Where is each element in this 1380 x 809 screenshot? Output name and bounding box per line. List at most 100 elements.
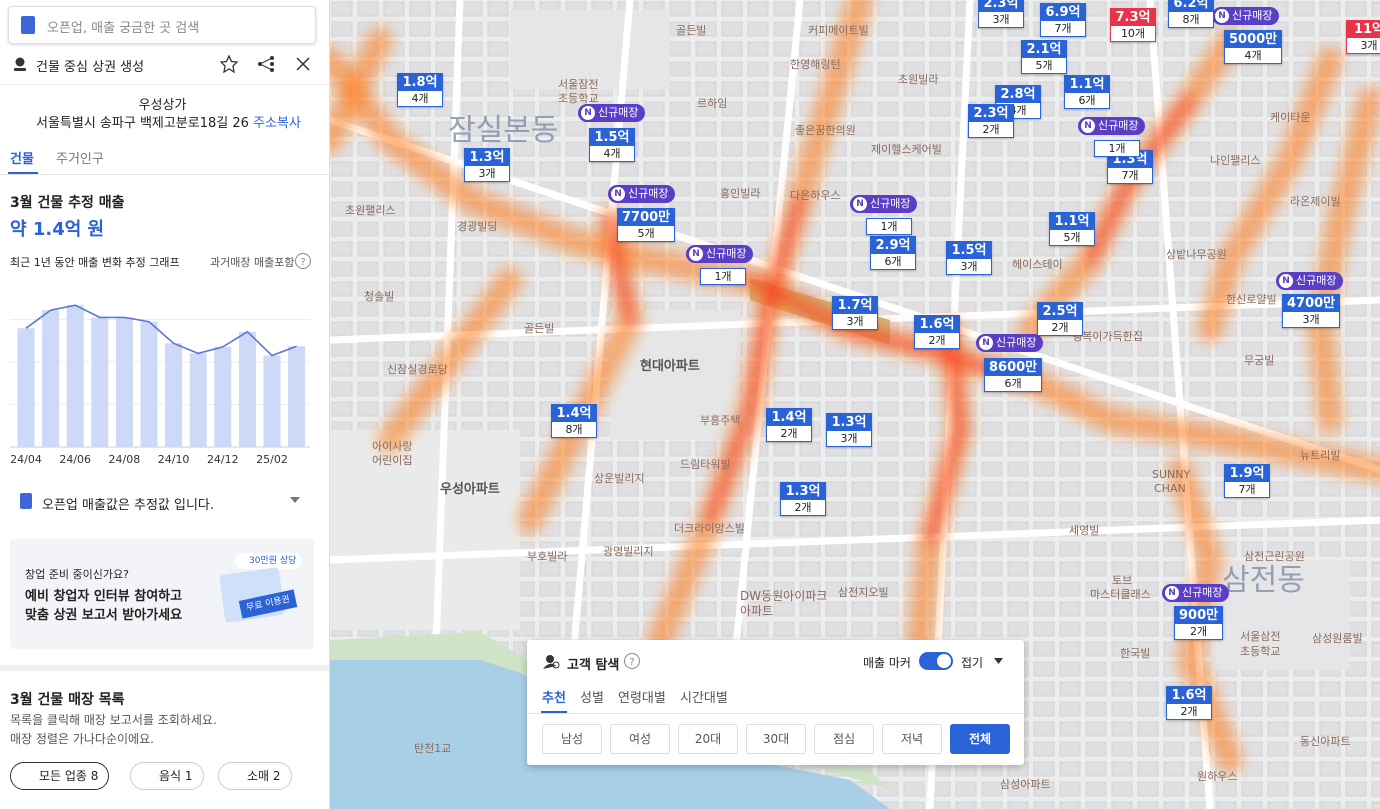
copy-address[interactable]: 주소복사 bbox=[253, 116, 301, 131]
search-box[interactable]: 오픈업, 매출 궁금한 곳 검색 bbox=[8, 6, 316, 44]
marker-amount: 2.1억 bbox=[1022, 41, 1066, 58]
sales-marker[interactable]: 2.3억 3개 bbox=[978, 0, 1024, 28]
sales-chart: 24/04 24/06 24/08 24/10 24/12 25/02 bbox=[10, 304, 310, 466]
sales-marker[interactable]: 5000만 4개 bbox=[1224, 30, 1283, 64]
marker-amount: 1.1억 bbox=[1065, 76, 1109, 93]
sales-marker[interactable]: 6.9억 7개 bbox=[1040, 3, 1086, 37]
place-label: 드림타워빌 bbox=[680, 458, 731, 471]
sales-marker[interactable]: 8600만 6개 bbox=[984, 358, 1043, 392]
sales-marker[interactable]: 7700만 5개 bbox=[617, 208, 676, 242]
graph-title: 최근 1년 동안 매출 변화 추정 그래프 bbox=[10, 256, 180, 269]
sales-marker[interactable]: 1.3억 3개 bbox=[464, 148, 510, 182]
category-chip[interactable]: 음식 1 bbox=[130, 762, 204, 790]
sales-marker[interactable]: 1.4억 8개 bbox=[551, 404, 597, 438]
promo-banner[interactable]: 창업 준비 중이신가요? 예비 창업자 인터뷰 참여하고 맞춤 상권 보고서 받… bbox=[10, 539, 314, 649]
filter-button[interactable]: 저녁 bbox=[882, 724, 942, 754]
filter-button[interactable]: 20대 bbox=[678, 724, 738, 754]
marker-count: 3개 bbox=[1302, 313, 1320, 326]
panel-tab[interactable]: 추천 bbox=[542, 691, 566, 706]
place-label: 부흥주택 bbox=[700, 414, 741, 427]
help-icon[interactable]: ? bbox=[624, 653, 642, 671]
sales-marker[interactable]: 7.3억 10개 bbox=[1110, 8, 1156, 42]
sales-marker[interactable]: 1.5억 3개 bbox=[946, 241, 992, 275]
sales-marker[interactable]: 2.9억 6개 bbox=[870, 236, 916, 270]
sales-marker[interactable]: 1.9억 7개 bbox=[1224, 464, 1270, 498]
svg-text:?: ? bbox=[629, 657, 634, 668]
sales-marker[interactable]: 1.3억 3개 bbox=[826, 413, 872, 447]
bar bbox=[140, 321, 158, 447]
help-icon[interactable]: ? bbox=[295, 253, 313, 271]
collapse-icon bbox=[994, 658, 1003, 664]
address: 서울특별시 송파구 백제고분로18길 26 주소복사 bbox=[36, 112, 301, 131]
sales-marker[interactable]: 1.3억 2개 bbox=[780, 482, 826, 516]
sales-marker[interactable]: 1.1억 6개 bbox=[1064, 75, 1110, 109]
x-tick-label: 24/06 bbox=[59, 453, 91, 466]
marker-amount: 1.6억 bbox=[915, 316, 959, 333]
panel-tab[interactable]: 시간대별 bbox=[680, 691, 728, 706]
filter-button[interactable]: 여성 bbox=[610, 724, 670, 754]
place-label: 홍인빌라 bbox=[720, 187, 761, 200]
sales-marker[interactable]: 2.3억 2개 bbox=[968, 104, 1014, 138]
place-label: 초등학교 bbox=[558, 92, 599, 105]
banner-line1: 예비 창업자 인터뷰 참여하고 bbox=[25, 589, 183, 604]
filter-button[interactable]: 30대 bbox=[746, 724, 806, 754]
sales-marker[interactable]: 2.5억 2개 bbox=[1037, 302, 1083, 336]
sales-marker[interactable]: 1.7억 3개 bbox=[832, 296, 878, 330]
place-label: 토브 bbox=[1112, 574, 1133, 587]
panel-title: 고객 탐색 bbox=[567, 658, 620, 673]
marker-count: 8개 bbox=[565, 423, 583, 436]
collapse-button[interactable]: 접기 bbox=[961, 656, 984, 670]
sales-marker[interactable]: 1.5억 4개 bbox=[589, 128, 635, 162]
marker-count: 4개 bbox=[1244, 49, 1262, 62]
sales-marker[interactable]: 4700만 3개 bbox=[1282, 294, 1341, 328]
marker-amount: 1.5억 bbox=[590, 129, 634, 146]
tab-building[interactable]: 건물 bbox=[10, 152, 34, 167]
marker-amount: 7700만 bbox=[618, 209, 675, 226]
map[interactable]: 잠실본동 삼전동 현대아파트 우성아파트 DW동원아이파크 아파트 서울잠전 초등학교 초원빌라… bbox=[330, 0, 1380, 809]
graph-option[interactable]: 과거매장 매출포함 bbox=[210, 256, 295, 269]
marker-count: 1개 bbox=[1108, 142, 1126, 155]
marker-count: 1개 bbox=[880, 220, 898, 233]
filter-button[interactable]: 점심 bbox=[814, 724, 874, 754]
banner-line2: 맞춤 상권 보고서 받아가세요 bbox=[25, 608, 183, 623]
sales-marker[interactable]: 1.1억 5개 bbox=[1049, 212, 1095, 246]
toolbar-icons[interactable] bbox=[220, 55, 320, 73]
sales-marker[interactable]: 1.6억 2개 bbox=[914, 315, 960, 349]
bar bbox=[189, 353, 207, 447]
sales-marker[interactable]: 2.1억 5개 bbox=[1021, 40, 1067, 74]
filter-button[interactable]: 남성 bbox=[542, 724, 602, 754]
tab-population[interactable]: 주거인구 bbox=[56, 152, 104, 167]
sales-marker[interactable]: 1개 bbox=[700, 268, 746, 285]
x-tick-label: 25/02 bbox=[256, 453, 288, 466]
marker-toggle[interactable] bbox=[919, 652, 953, 670]
place-label: 탄천1교 bbox=[414, 742, 452, 755]
pin-icon bbox=[14, 57, 26, 71]
sales-marker[interactable]: 900만 2개 bbox=[1174, 606, 1224, 640]
sales-marker[interactable]: 1.4억 2개 bbox=[766, 408, 812, 442]
search-placeholder: 오픈업, 매출 궁금한 곳 검색 bbox=[47, 21, 200, 36]
marker-amount: 1.3억 bbox=[781, 483, 825, 500]
place-label: 초원빌라 bbox=[898, 73, 939, 86]
sales-marker[interactable]: 1.8억 4개 bbox=[397, 73, 443, 107]
marker-layer: 잠실본동 삼전동 현대아파트 우성아파트 DW동원아이파크 아파트 서울잠전 초등학교 초원빌라… bbox=[330, 0, 1380, 809]
panel-tab[interactable]: 연령대별 bbox=[618, 691, 666, 706]
dropdown-icon[interactable] bbox=[290, 497, 302, 505]
category-chip[interactable]: 모든 업종 8 bbox=[10, 762, 110, 790]
panel-tab[interactable]: 성별 bbox=[580, 691, 604, 706]
sales-marker[interactable]: 1개 bbox=[1094, 140, 1140, 157]
sales-marker[interactable]: 1개 bbox=[866, 218, 912, 235]
sales-marker[interactable]: 2.8억 4개 bbox=[995, 85, 1041, 119]
marker-count: 5개 bbox=[1063, 231, 1081, 244]
x-tick-label: 24/12 bbox=[207, 453, 239, 466]
sales-marker[interactable]: 6.2억 8개 bbox=[1168, 0, 1214, 28]
n-icon: N bbox=[1081, 119, 1095, 133]
category-chip[interactable]: 소매 2 bbox=[218, 762, 292, 790]
marker-count: 5개 bbox=[1035, 59, 1053, 72]
sidebar: 오픈업, 매출 궁금한 곳 검색 건물 중심 상권 생성 우성상가 서울특별시 … bbox=[0, 0, 330, 809]
bar bbox=[66, 305, 84, 447]
filter-button[interactable]: 전체 bbox=[950, 724, 1010, 754]
sales-marker[interactable]: 1.6억 2개 bbox=[1166, 686, 1212, 720]
place-label: 라온제이빌 bbox=[1290, 195, 1341, 208]
store-list-desc: 목록을 클릭해 매장 보고서를 조회하세요. bbox=[10, 713, 217, 727]
sales-marker[interactable]: 11억 3개 bbox=[1346, 20, 1380, 54]
